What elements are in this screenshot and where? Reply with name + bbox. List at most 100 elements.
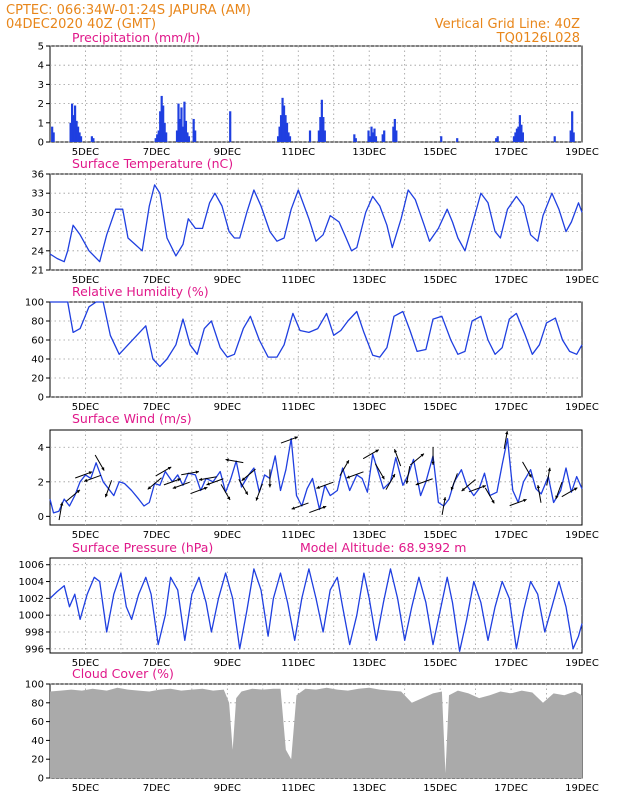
precip-bar xyxy=(279,115,283,142)
wind-arrow-head xyxy=(420,453,424,457)
temperature-xtick-label: 19DEC xyxy=(565,275,599,286)
precip-bar xyxy=(178,118,182,142)
wind-frame xyxy=(49,429,583,526)
precip-bar xyxy=(181,126,185,142)
precip-bar xyxy=(285,122,289,142)
wind-xtick-label: 5DEC xyxy=(72,530,99,541)
precip-bar xyxy=(192,118,195,142)
precip-ytick-label: 1 xyxy=(38,118,44,129)
precip-bar xyxy=(512,136,516,142)
pressure-xtick-label: 9DEC xyxy=(214,658,241,669)
humidity-xtick-label: 5DEC xyxy=(72,402,99,413)
wind-arrow-head xyxy=(88,471,93,475)
precip-bar xyxy=(69,122,72,142)
temperature-xtick-label: 17DEC xyxy=(494,275,528,286)
precip-bar xyxy=(515,128,519,142)
humidity-xtick-label: 11DEC xyxy=(281,402,315,413)
precip-ytick-label: 3 xyxy=(38,80,44,91)
precip-bar xyxy=(373,128,376,142)
cloud-xtick-label: 13DEC xyxy=(352,783,386,794)
precip-bar xyxy=(184,120,188,142)
precip-bar xyxy=(154,138,157,142)
header-code: TQ0126L028 xyxy=(496,31,580,46)
temperature-line xyxy=(49,184,583,263)
pressure-ytick-label: 996 xyxy=(25,644,44,655)
cloud-ytick-label: 100 xyxy=(25,680,44,691)
precip-bar xyxy=(374,136,378,142)
wind-line xyxy=(49,437,583,514)
wind-title: Surface Wind (m/s) xyxy=(72,411,192,426)
precip-bar xyxy=(288,136,292,142)
precip-bar xyxy=(51,126,54,142)
temperature-xtick-label: 5DEC xyxy=(72,275,99,286)
cloud-area xyxy=(50,687,582,778)
humidity-ytick-label: 80 xyxy=(31,317,44,328)
precip-bar xyxy=(175,130,179,142)
wind-ytick-label: 2 xyxy=(38,477,44,488)
wind-ytick-label: 4 xyxy=(38,443,44,454)
pressure-xtick-label: 19DEC xyxy=(565,658,599,669)
wind-arrow-head xyxy=(177,478,181,482)
precip-bar xyxy=(177,103,180,142)
cloud-panel: 0 20 40 60 80 100 5DEC 7DEC 9DEC 11DEC 13DEC 15DEC 1… xyxy=(25,680,599,795)
humidity-frame xyxy=(49,301,583,398)
temperature-xtick-label: 9DEC xyxy=(214,275,241,286)
precip-bar xyxy=(73,105,77,142)
wind-arrow-head xyxy=(291,506,295,510)
pressure-xtick-label: 7DEC xyxy=(143,658,170,669)
precip-bar xyxy=(75,120,78,142)
wind-xtick-label: 17DEC xyxy=(494,530,528,541)
cloud-xtick-label: 7DEC xyxy=(143,783,170,794)
precip-bar xyxy=(320,99,323,142)
wind-arrow-head xyxy=(195,470,199,474)
precip-bar xyxy=(381,134,384,142)
precip-bar xyxy=(323,130,326,142)
wind-arrow-head xyxy=(573,487,578,491)
precip-panel: 0 1 2 3 4 5 5DEC 7DEC 9DEC 11DEC 13DEC 15DEC 17DEC 19… xyxy=(38,42,599,159)
pressure-xtick-label: 15DEC xyxy=(423,658,457,669)
humidity-title: Relative Humidity (%) xyxy=(72,284,209,299)
temperature-ytick-label: 30 xyxy=(31,208,44,219)
precip-bar xyxy=(518,115,521,142)
precip-bar xyxy=(308,130,312,142)
humidity-panel: 0 20 40 60 80 100 5DEC 7DEC 9DEC 11DEC 13DEC 15DEC 1… xyxy=(25,298,599,414)
humidity-ytick-label: 0 xyxy=(38,393,44,404)
precip-bar xyxy=(284,115,287,142)
temperature-xtick-label: 7DEC xyxy=(143,275,170,286)
precip-bar xyxy=(160,95,163,142)
wind-arrow-head xyxy=(255,497,259,501)
wind-arrow-head xyxy=(491,499,495,504)
precip-bar xyxy=(521,132,524,142)
pressure-xtick-label: 5DEC xyxy=(72,658,99,669)
header-grid-note: Vertical Grid Line: 40Z xyxy=(435,17,580,32)
cloud-xtick-label: 11DEC xyxy=(281,783,315,794)
wind-arrow-head xyxy=(482,485,486,489)
precip-bar xyxy=(70,103,74,142)
precip-bar xyxy=(76,126,80,142)
precip-title: Precipitation (mm/h) xyxy=(72,30,200,45)
wind-arrow-head xyxy=(206,482,210,486)
precip-bar xyxy=(495,138,498,142)
pressure-frame xyxy=(49,557,583,654)
precip-bar xyxy=(78,132,81,142)
precip-bar xyxy=(159,111,162,142)
wind-arrow-head xyxy=(345,460,349,464)
pressure-ytick-label: 998 xyxy=(25,627,44,638)
precip-bar xyxy=(572,132,575,142)
temperature-ytick-label: 36 xyxy=(31,170,44,181)
precip-ytick-label: 4 xyxy=(38,61,44,72)
humidity-xtick-label: 19DEC xyxy=(565,402,599,413)
wind-arrow-head xyxy=(450,486,454,491)
wind-arrow-head xyxy=(294,436,298,440)
precip-bar xyxy=(553,136,556,142)
wind-xtick-label: 7DEC xyxy=(143,530,170,541)
precip-xtick-label: 11DEC xyxy=(281,147,315,158)
precip-bar xyxy=(371,132,375,142)
precip-bar xyxy=(162,105,165,142)
precip-bar xyxy=(368,136,372,142)
precip-ytick-label: 0 xyxy=(38,138,44,149)
pressure-ytick-label: 1006 xyxy=(19,560,44,571)
precip-bar xyxy=(393,118,396,142)
precip-bar xyxy=(287,132,290,142)
precip-xtick-label: 7DEC xyxy=(143,147,170,158)
